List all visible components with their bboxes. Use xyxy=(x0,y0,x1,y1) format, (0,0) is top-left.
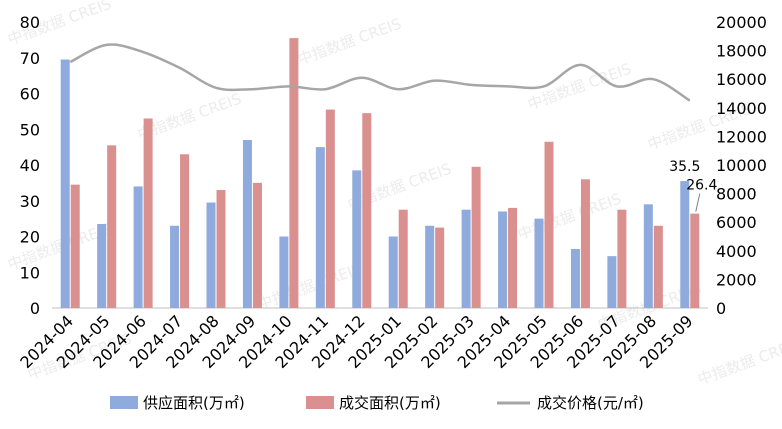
watermark-text: 中指数据 CREIS xyxy=(295,15,404,69)
right-axis-tick-label: 6000 xyxy=(716,213,757,232)
right-axis-tick-label: 10000 xyxy=(716,156,767,175)
supply-area-bar xyxy=(97,223,107,308)
legend: 供应面积(万㎡) 成交面积(万㎡) 成交价格(元/㎡) xyxy=(110,394,644,412)
left-axis-tick-label: 30 xyxy=(20,192,40,211)
supply-area-bar xyxy=(498,211,508,308)
supply-area-bar xyxy=(315,147,325,308)
right-axis-tick-label: 12000 xyxy=(716,127,767,146)
legend-swatch-transaction xyxy=(306,396,334,409)
supply-area-bar xyxy=(388,236,398,308)
supply-area-bar xyxy=(133,186,143,308)
transaction-area-bar xyxy=(508,207,518,308)
legend-label-price: 成交价格(元/㎡) xyxy=(537,394,644,412)
watermark-text: 中指数据 CREIS xyxy=(695,335,782,389)
price-line xyxy=(69,43,691,102)
supply-area-bar xyxy=(643,204,653,308)
transaction-area-bar xyxy=(216,190,226,308)
supply-area-bar xyxy=(170,225,180,308)
left-axis-tick-label: 0 xyxy=(30,299,40,318)
legend-label-supply: 供应面积(万㎡) xyxy=(143,394,245,412)
supply-area-bar xyxy=(534,218,544,308)
transaction-area-bar xyxy=(180,154,190,308)
transaction-area-bar xyxy=(653,225,663,308)
right-axis-tick-label: 2000 xyxy=(716,270,757,289)
transaction-area-bar xyxy=(143,118,153,309)
transaction-area-bar xyxy=(580,179,590,308)
transaction-area-bar xyxy=(70,184,80,308)
left-axis-tick-label: 70 xyxy=(20,49,40,68)
transaction-area-bar xyxy=(289,38,299,309)
data-labels-layer: 35.5 26.4 xyxy=(669,159,717,212)
supply-area-bar xyxy=(461,209,471,308)
transaction-area-bar xyxy=(398,209,408,308)
transaction-area-bar xyxy=(617,209,627,308)
supply-area-bar xyxy=(425,225,435,308)
watermark-text: 中指数据 CREIS xyxy=(345,160,454,214)
data-label-leader-line xyxy=(695,193,701,212)
transaction-data-label: 26.4 xyxy=(686,178,717,194)
right-axis-tick-label: 20000 xyxy=(716,13,767,32)
right-axis-tick-label: 4000 xyxy=(716,242,757,261)
transaction-area-bar xyxy=(471,166,481,308)
transaction-area-bar xyxy=(252,182,262,308)
right-axis-tick-label: 0 xyxy=(716,299,726,318)
right-axis-tick-label: 16000 xyxy=(716,70,767,89)
supply-area-bar xyxy=(680,181,690,308)
watermark-text: 中指数据 CREIS xyxy=(255,260,364,314)
supply-data-label: 35.5 xyxy=(669,159,700,175)
bars-layer xyxy=(60,38,700,309)
price-line-layer xyxy=(69,43,691,102)
supply-area-bar xyxy=(279,236,289,308)
left-axis-tick-label: 40 xyxy=(20,156,40,175)
legend-label-transaction: 成交面积(万㎡) xyxy=(339,394,441,412)
left-axis-tick-label: 50 xyxy=(20,120,40,139)
watermark-text: 中指数据 CREIS xyxy=(515,190,624,244)
legend-swatch-supply xyxy=(110,396,138,409)
left-axis-tick-label: 60 xyxy=(20,85,40,104)
transaction-area-bar xyxy=(325,109,335,309)
right-axis-tick-label: 18000 xyxy=(716,42,767,61)
supply-area-bar xyxy=(352,170,362,308)
left-axis-tick-label: 10 xyxy=(20,263,40,282)
right-axis-tick-label: 8000 xyxy=(716,185,757,204)
left-axis-tick-label: 80 xyxy=(20,13,40,32)
transaction-area-bar xyxy=(544,141,554,308)
supply-area-bar xyxy=(607,256,617,308)
transaction-area-bar xyxy=(435,227,445,308)
supply-area-bar xyxy=(570,249,580,308)
supply-area-bar xyxy=(206,202,216,308)
left-axis-tick-label: 20 xyxy=(20,228,40,247)
supply-area-bar xyxy=(242,139,252,308)
supply-area-bar xyxy=(60,59,70,308)
transaction-area-bar xyxy=(690,213,700,308)
transaction-area-bar xyxy=(107,145,117,308)
right-axis-tick-label: 14000 xyxy=(716,99,767,118)
transaction-area-bar xyxy=(362,113,372,308)
